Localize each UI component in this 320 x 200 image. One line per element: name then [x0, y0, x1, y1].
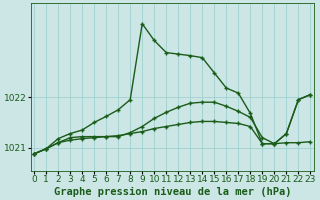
X-axis label: Graphe pression niveau de la mer (hPa): Graphe pression niveau de la mer (hPa)	[53, 186, 291, 197]
